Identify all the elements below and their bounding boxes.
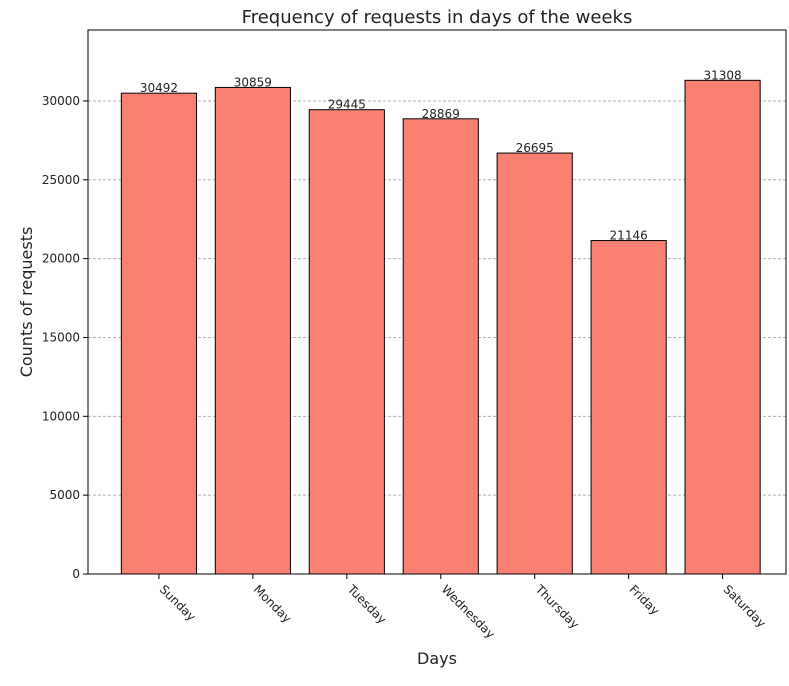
chart-title: Frequency of requests in days of the wee… [242,7,633,28]
y-tick-label: 0 [72,567,80,581]
y-tick-label: 10000 [42,409,80,423]
x-tick-label-monday: Monday [251,582,294,625]
data-label-monday: 30859 [234,75,272,89]
x-tick-label-thursday: Thursday [532,582,582,632]
y-tick-label: 15000 [42,330,80,344]
grid-lines [88,100,786,496]
x-tick-label-saturday: Saturday [720,582,768,630]
data-label-wednesday: 28869 [422,107,460,121]
y-tick-label: 30000 [42,94,80,108]
x-tick-label-wednesday: Wednesday [439,582,498,641]
data-label-friday: 21146 [610,229,648,243]
data-label-sunday: 30492 [140,81,178,95]
bar-saturday [684,79,761,575]
x-tick-label-tuesday: Tuesday [344,582,389,627]
bar-thursday [496,152,573,575]
y-tick-label: 20000 [42,252,80,266]
x-axis-ticks: Sunday Monday Tuesday Wednesday Thursday Frid… [157,574,769,641]
y-tick-label: 5000 [49,488,80,502]
x-axis-label: Days [417,649,457,668]
y-tick-label: 25000 [42,173,80,187]
plot-frame [87,29,787,575]
x-tick-label-sunday: Sunday [157,582,199,624]
x-tick-label-friday: Friday [627,582,663,618]
data-label-tuesday: 29445 [328,98,366,112]
bars [120,79,761,575]
data-label-saturday: 31308 [703,68,741,82]
data-labels: 30492 30859 29445 28869 26695 21146 31308 [140,68,742,242]
bar-tuesday [308,109,385,575]
y-axis-ticks: 0 5000 10000 15000 20000 25000 30000 [42,94,88,581]
bar-friday [590,240,667,575]
bar-monday [214,86,291,575]
bar-wednesday [402,118,479,575]
y-axis-label: Counts of requests [17,227,36,378]
bar-sunday [120,92,198,575]
data-label-thursday: 26695 [516,141,554,155]
